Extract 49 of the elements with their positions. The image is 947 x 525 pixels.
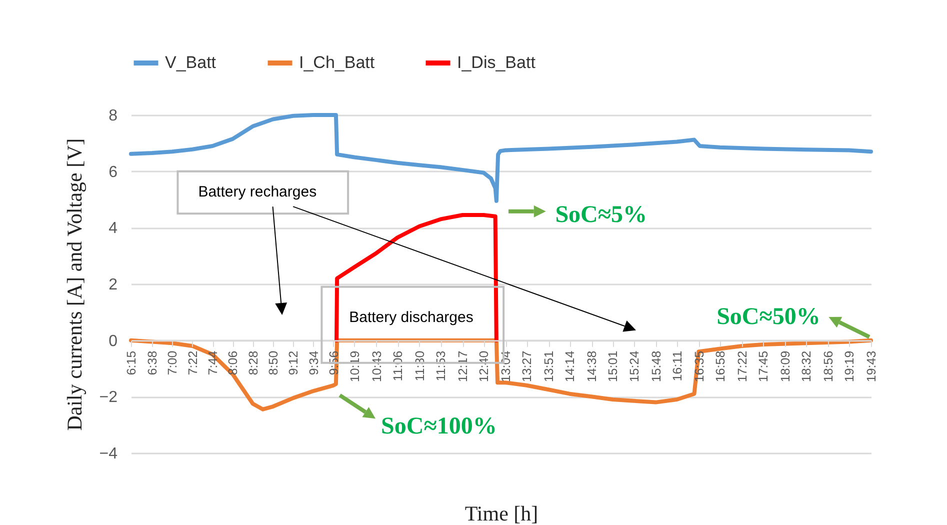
legend-label: I_Ch_Batt xyxy=(299,53,375,72)
x-axis-title: Time [h] xyxy=(464,502,538,525)
y-tick-label: 8 xyxy=(108,108,118,124)
x-tick-label: 15:01 xyxy=(606,350,620,382)
x-tick-label: 13:27 xyxy=(520,350,534,382)
x-tick-label: 7:22 xyxy=(186,350,200,376)
x-tick-label: 7:44 xyxy=(206,350,220,376)
y-tick-label: 0 xyxy=(108,332,118,350)
x-tick-label: 17:45 xyxy=(756,350,770,382)
x-tick-label: 15:48 xyxy=(649,350,664,382)
x-tick-label: 12:17 xyxy=(456,350,470,382)
x-tick-label: 16:58 xyxy=(713,350,728,382)
legend-label: I_Dis_Batt xyxy=(457,53,536,72)
x-tick-label: 18:32 xyxy=(799,350,814,382)
annotation: SoC≈5% xyxy=(555,202,648,228)
x-tick-label: 10:19 xyxy=(348,350,362,382)
x-tick-label: 6:38 xyxy=(146,350,160,376)
line-series xyxy=(129,113,873,203)
x-tick-label: 13:51 xyxy=(542,350,556,382)
x-tick-label: 7:00 xyxy=(166,350,180,376)
x-tick-label: 10:43 xyxy=(370,350,384,382)
x-tick-label: 16:11 xyxy=(670,350,684,382)
x-tick-label: 18:09 xyxy=(778,350,792,382)
x-tick-label: 19:19 xyxy=(842,350,857,382)
y-tick-label: −4 xyxy=(99,446,118,462)
annotation: Battery discharges xyxy=(349,309,474,326)
y-tick-label: −2 xyxy=(99,389,118,406)
x-tick-label: 15:24 xyxy=(627,350,642,382)
x-tick-label: 8:06 xyxy=(226,350,240,376)
line-series xyxy=(334,212,498,342)
x-tick-label: 18:56 xyxy=(821,350,836,382)
legend-label: V_Batt xyxy=(165,53,216,72)
x-tick-label: 8:50 xyxy=(266,350,280,376)
x-tick-label: 14:14 xyxy=(563,350,578,382)
annotation: SoC≈50% xyxy=(716,304,820,330)
y-axis-title: Daily currents [A] and Voltage [V] xyxy=(62,138,86,431)
x-tick-label: 16:35 xyxy=(692,350,706,382)
x-tick-label: 19:43 xyxy=(864,350,878,382)
y-tick-label: 2 xyxy=(108,276,118,294)
x-tick-label: 9:34 xyxy=(306,350,321,376)
x-tick-label: 9:12 xyxy=(286,350,301,376)
x-tick-label: 17:22 xyxy=(735,350,750,382)
x-tick-label: 14:38 xyxy=(585,350,600,382)
x-tick-label: 8:28 xyxy=(246,350,260,376)
x-tick-label: 6:15 xyxy=(124,350,138,376)
annotation: SoC≈100% xyxy=(381,413,497,440)
annotation: Battery recharges xyxy=(198,184,317,201)
y-tick-label: 6 xyxy=(108,164,118,181)
y-tick-label: 4 xyxy=(108,220,118,238)
